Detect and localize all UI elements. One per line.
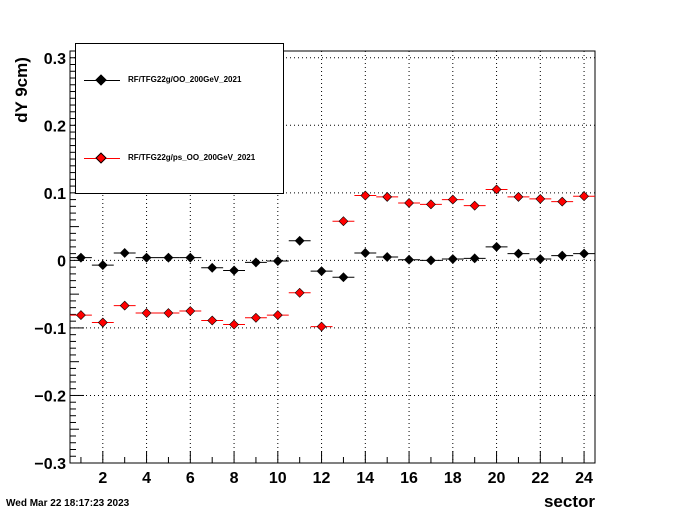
data-point-series-2	[229, 319, 239, 330]
data-point-series-2	[360, 190, 371, 201]
data-point-series-1	[207, 262, 218, 273]
data-point-series-2	[338, 216, 349, 227]
data-point-series-1	[76, 252, 86, 263]
data-point-series-2	[579, 191, 589, 202]
data-point-series-2	[447, 194, 458, 205]
data-point-series-2	[535, 193, 546, 204]
data-point-series-2	[469, 200, 480, 211]
y-tick-label: −0.2	[34, 388, 66, 405]
data-point-series-1	[447, 254, 458, 264]
data-point-series-2	[163, 308, 174, 318]
legend-entry-series-2: RF/TFG22g/ps_OO_200GeV_2021	[80, 151, 280, 167]
data-point-series-1	[119, 248, 130, 258]
data-point-series-2	[207, 315, 218, 326]
x-tick-label: 4	[142, 470, 151, 487]
data-point-series-1	[579, 248, 589, 259]
x-tick-label: 2	[98, 470, 107, 487]
data-point-series-1	[338, 272, 349, 283]
y-axis-label-container: dY 9cm)	[2, 50, 42, 130]
legend-label-series-1: RF/TFG22g/OO_200GeV_2021	[128, 75, 242, 84]
data-point-series-2	[119, 300, 130, 311]
data-point-series-1	[229, 265, 239, 276]
x-tick-label: 6	[186, 470, 195, 487]
data-point-series-1	[163, 252, 174, 263]
data-point-series-1	[272, 256, 283, 266]
x-tick-label: 20	[488, 470, 506, 487]
data-point-series-2	[185, 306, 196, 316]
data-point-series-1	[557, 250, 568, 261]
data-point-series-2	[141, 308, 152, 318]
data-point-series-2	[491, 184, 502, 195]
data-point-series-1	[360, 248, 371, 258]
data-point-series-1	[382, 252, 393, 262]
data-point-series-1	[141, 252, 152, 263]
y-tick-label: 0	[57, 253, 66, 270]
data-point-series-1	[491, 241, 502, 252]
data-point-series-2	[513, 191, 524, 202]
x-axis-label: sector	[543, 492, 595, 511]
data-point-series-1	[404, 254, 414, 265]
data-point-series-2	[294, 287, 305, 298]
x-tick-label: 12	[313, 470, 331, 487]
data-point-series-1	[535, 254, 546, 264]
x-tick-label: 10	[269, 470, 287, 487]
legend-marker-series-2	[95, 152, 107, 164]
y-tick-label: 0.1	[44, 186, 66, 203]
x-tick-label: 22	[531, 470, 549, 487]
x-tick-label: 16	[400, 470, 418, 487]
data-point-series-2	[382, 191, 393, 202]
data-point-series-2	[316, 321, 327, 332]
plot-frame	[69, 50, 596, 464]
legend-entry-series-1: RF/TFG22g/OO_200GeV_2021	[80, 73, 280, 89]
timestamp: Wed Mar 22 18:17:23 2023	[6, 498, 130, 509]
data-point-series-2	[251, 312, 261, 323]
data-point-series-2	[97, 317, 108, 328]
y-tick-label: −0.3	[34, 456, 66, 473]
data-point-series-1	[316, 266, 327, 277]
x-tick-label: 24	[575, 470, 593, 487]
data-point-series-1	[185, 252, 196, 263]
data-point-series-1	[97, 260, 108, 271]
x-tick-label: 18	[444, 470, 462, 487]
data-point-series-1	[469, 253, 480, 264]
y-tick-label: 0.3	[44, 51, 66, 68]
data-point-series-2	[76, 310, 86, 321]
data-point-series-1	[426, 255, 436, 266]
legend: RF/TFG22g/OO_200GeV_2021 RF/TFG22g/ps_OO…	[75, 43, 284, 194]
data-point-series-1	[513, 248, 524, 259]
x-tick-label: 14	[356, 470, 374, 487]
data-point-series-2	[426, 199, 436, 210]
legend-label-series-2: RF/TFG22g/ps_OO_200GeV_2021	[128, 153, 256, 162]
y-axis-label: dY 9cm)	[12, 57, 31, 123]
data-point-series-2	[557, 196, 568, 207]
y-tick-label: −0.1	[34, 321, 66, 338]
data-point-series-1	[251, 257, 261, 268]
data-point-series-1	[294, 235, 305, 246]
x-tick-label: 8	[230, 470, 239, 487]
legend-marker-series-1	[95, 74, 107, 86]
data-point-series-2	[404, 198, 414, 208]
y-tick-label: 0.2	[44, 118, 66, 135]
data-point-series-2	[272, 310, 283, 321]
